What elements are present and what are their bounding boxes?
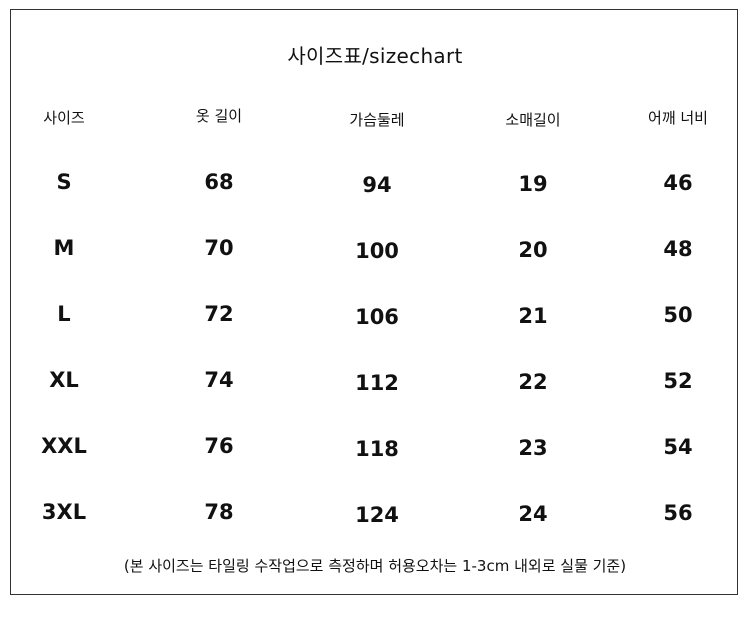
cell-chest: 106 (355, 305, 399, 329)
cell-shoulder: 56 (663, 501, 693, 525)
measurement-note: (본 사이즈는 타일링 수작업으로 측정하며 허용오차는 1-3cm 내외로 실… (123, 557, 627, 575)
cell-length: 68 (204, 170, 234, 194)
cell-shoulder: 48 (663, 237, 693, 261)
cell-shoulder: 54 (663, 435, 693, 459)
cell-length: 74 (204, 368, 234, 392)
cell-size: XL (49, 368, 79, 392)
column-header-shoulder: 어깨 너비 (648, 109, 708, 127)
cell-length: 70 (204, 236, 234, 260)
column-header-length: 옷 길이 (195, 107, 243, 125)
cell-shoulder: 50 (663, 303, 693, 327)
cell-sleeve: 20 (518, 238, 548, 262)
cell-shoulder: 46 (663, 171, 693, 195)
cell-chest: 94 (362, 173, 392, 197)
column-header-size: 사이즈 (43, 109, 85, 127)
column-header-chest: 가슴둘레 (349, 111, 405, 129)
cell-size: L (57, 302, 71, 326)
size-chart-frame (10, 9, 738, 595)
cell-sleeve: 21 (518, 304, 548, 328)
cell-size: S (56, 170, 72, 194)
cell-sleeve: 23 (518, 436, 548, 460)
cell-chest: 124 (355, 503, 399, 527)
cell-chest: 112 (355, 371, 399, 395)
cell-size: M (53, 236, 75, 260)
size-chart-title: 사이즈표/sizechart (287, 44, 463, 68)
cell-sleeve: 22 (518, 370, 548, 394)
cell-sleeve: 19 (518, 172, 548, 196)
cell-length: 76 (204, 434, 234, 458)
cell-length: 72 (204, 302, 234, 326)
cell-size: 3XL (41, 500, 87, 524)
cell-chest: 100 (355, 239, 399, 263)
cell-shoulder: 52 (663, 369, 693, 393)
column-header-sleeve: 소매길이 (505, 111, 561, 129)
cell-size: XXL (41, 434, 87, 458)
cell-sleeve: 24 (518, 502, 548, 526)
cell-chest: 118 (355, 437, 399, 461)
cell-length: 78 (204, 500, 234, 524)
